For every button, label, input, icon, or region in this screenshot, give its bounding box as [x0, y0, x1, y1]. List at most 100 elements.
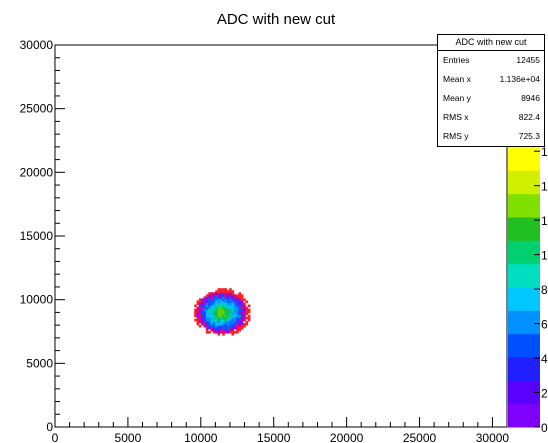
heatmap-cell [201, 300, 204, 304]
heatmap-cell [233, 322, 237, 326]
heatmap-cell [229, 326, 232, 330]
heatmap-cell [236, 296, 239, 299]
heatmap-cell [245, 300, 249, 304]
heatmap-cell [236, 306, 239, 310]
heatmap-cell [210, 318, 214, 322]
heatmap-cell [231, 290, 235, 293]
heatmap-cell [229, 324, 232, 328]
heatmap-cell [203, 310, 207, 314]
heatmap-cell [212, 320, 216, 324]
x-tick-label: 10000 [184, 431, 218, 443]
heatmap-cell [210, 292, 214, 295]
colorbar-segment [508, 287, 540, 311]
heatmap-cell [240, 296, 244, 299]
heatmap-cell [245, 312, 249, 316]
x-tick-label: 30000 [476, 431, 510, 443]
heatmap-cell [222, 298, 225, 301]
heatmap-cell [196, 312, 200, 316]
heatmap-cell [224, 290, 228, 293]
heatmap-cell [240, 324, 244, 328]
heatmap-cell [210, 310, 214, 314]
heatmap-cell [203, 322, 207, 326]
heatmap-cell [236, 320, 239, 324]
heatmap-cell [226, 304, 230, 308]
heatmap-cell [219, 312, 223, 316]
heatmap-cell [238, 324, 242, 328]
heatmap-cell [205, 298, 209, 301]
heatmap-cell [231, 298, 235, 301]
heatmap-cell [238, 302, 242, 306]
heatmap-cell [203, 296, 207, 299]
colorbar-tick-label: 14 [541, 180, 548, 194]
heatmap-cell [205, 328, 209, 332]
heatmap-cell [222, 304, 225, 308]
heatmap-cell [219, 330, 223, 334]
heatmap-cell [226, 310, 230, 314]
heatmap-cell [219, 304, 223, 308]
heatmap-cell [240, 322, 244, 326]
heatmap-cell [224, 320, 228, 324]
heatmap-cell [231, 324, 235, 328]
heatmap-cell [222, 294, 225, 297]
heatmap-cell [201, 314, 204, 318]
heatmap-cell [222, 308, 225, 312]
heatmap-cell [222, 302, 225, 306]
heatmap-cell [208, 306, 211, 310]
colorbar-segment [508, 333, 540, 358]
heatmap-cell [226, 328, 230, 332]
stats-value: 822.4 [518, 112, 540, 122]
heatmap-cell [233, 308, 237, 312]
heatmap-cell [229, 322, 232, 326]
y-tick-label: 30000 [20, 38, 54, 52]
heatmap-cell [210, 320, 214, 324]
heatmap-cell [240, 294, 244, 297]
heatmap-cell [196, 302, 200, 306]
heatmap-cell [219, 320, 223, 324]
heatmap-cell [238, 316, 242, 320]
colorbar-segment [508, 217, 540, 241]
heatmap-cell [210, 302, 214, 306]
heatmap-cell [196, 320, 200, 324]
heatmap-cell [198, 300, 202, 304]
heatmap-cell [226, 296, 230, 299]
heatmap-cell [231, 328, 235, 332]
heatmap-cell [198, 306, 202, 310]
heatmap-cell [224, 304, 228, 308]
stats-row-rms-y: RMS y 725.3 [438, 127, 544, 146]
heatmap-cell [198, 298, 202, 301]
heatmap-cell [245, 320, 249, 324]
heatmap-cell [229, 288, 232, 291]
heatmap-cell [222, 292, 225, 295]
heatmap-cell [224, 324, 228, 328]
heatmap-cell [212, 300, 216, 304]
heatmap-cell [208, 298, 211, 301]
heatmap-cell [212, 308, 216, 312]
heatmap-cell [240, 308, 244, 312]
heatmap-cell [238, 300, 242, 304]
stats-row-rms-x: RMS x 822.4 [438, 108, 544, 127]
heatmap-cell [233, 298, 237, 301]
heatmap-cell [243, 312, 246, 316]
heatmap-cell [222, 310, 225, 314]
heatmap-cell [219, 326, 223, 330]
heatmap-cell [231, 322, 235, 326]
heatmap-cell [219, 314, 223, 318]
heatmap-cell [222, 324, 225, 328]
heatmap-cell [231, 310, 235, 314]
heatmap-cell [217, 322, 221, 326]
heatmap-cell [219, 288, 223, 291]
heatmap-cell [210, 324, 214, 328]
heatmap-cell [229, 316, 232, 320]
x-tick-label: 15000 [257, 431, 291, 443]
heatmap-cell [233, 326, 237, 330]
colorbar-segment [508, 240, 540, 265]
heatmap-cell [229, 314, 232, 318]
heatmap-cell [243, 304, 246, 308]
heatmap-cell [198, 302, 202, 306]
y-axis: 0 5000 10000 15000 20000 25000 30000 [20, 38, 65, 434]
heatmap-cell [205, 312, 209, 316]
heatmap-cell [217, 316, 221, 320]
colorbar-segment [508, 147, 540, 171]
colorbar-tick-label: 16 [541, 145, 548, 159]
heatmap-cell [205, 326, 209, 330]
